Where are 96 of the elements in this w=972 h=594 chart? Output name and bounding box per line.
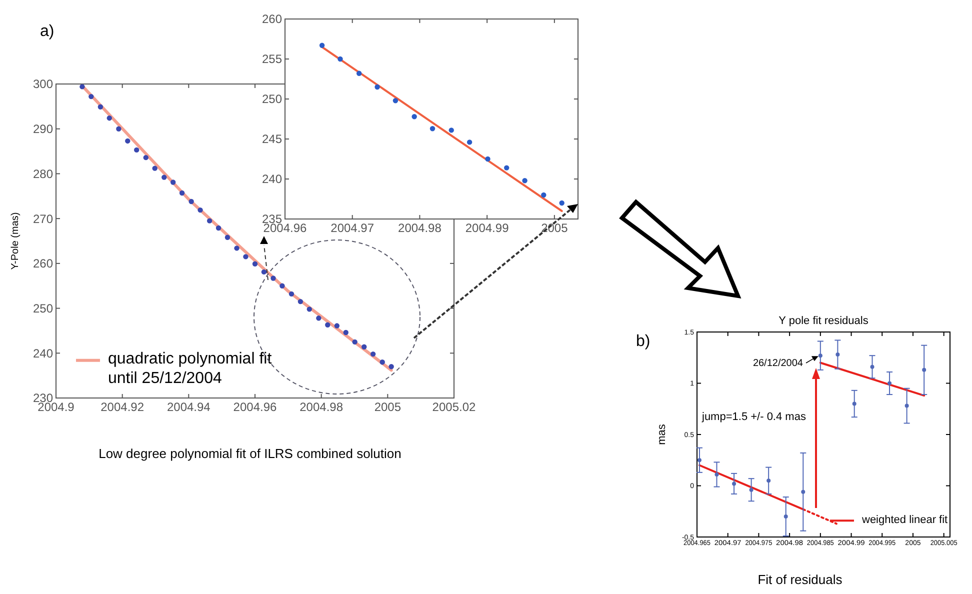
y-axis-title: Y-Pole (mas)	[10, 212, 21, 270]
point	[922, 368, 926, 372]
point	[374, 84, 380, 90]
y-tick-label: 270	[32, 212, 54, 226]
point	[234, 246, 240, 251]
line-series	[80, 84, 393, 372]
point	[448, 128, 454, 133]
x-tick-label: 2004.92	[100, 400, 144, 414]
x-tick-label: 2005.02	[432, 400, 476, 414]
y-tick-label: 240	[262, 172, 282, 186]
y-tick-label: 255	[262, 52, 282, 66]
point	[288, 291, 294, 297]
annotation: 26/12/2004	[752, 358, 804, 369]
point	[388, 364, 394, 370]
point	[116, 126, 122, 132]
point	[541, 192, 546, 198]
legend-label: quadratic polynomial fit until 25/12/2004	[108, 350, 272, 387]
x-tick-label: 2004.96	[233, 400, 278, 414]
point	[270, 276, 276, 281]
point	[380, 360, 385, 365]
x-tick-label: 2004.98	[300, 400, 344, 414]
point	[252, 261, 258, 266]
point	[98, 104, 104, 110]
point	[179, 190, 185, 196]
y-tick-label: 260	[262, 12, 282, 26]
point	[243, 254, 248, 260]
point	[818, 354, 822, 358]
point	[801, 490, 806, 494]
x-tick-label: 2004.99	[465, 221, 510, 235]
point	[188, 198, 194, 204]
point	[766, 478, 771, 483]
legend-label: weighted linear fit	[861, 514, 948, 526]
y-axis-title: mas	[656, 424, 668, 445]
point	[356, 70, 362, 76]
y-tick-label: 280	[32, 166, 54, 181]
text: Low degree polynomial fit of ILRS combined solution	[98, 446, 402, 461]
y-tick-label: 260	[32, 256, 54, 271]
point	[134, 147, 140, 153]
point	[224, 234, 230, 240]
point	[559, 200, 564, 206]
point	[714, 472, 719, 476]
point	[888, 381, 892, 386]
point	[852, 402, 856, 406]
point	[784, 514, 788, 518]
point	[170, 180, 176, 185]
point	[504, 165, 510, 170]
point	[392, 98, 398, 104]
point	[362, 344, 367, 350]
point	[316, 316, 322, 321]
point	[162, 174, 167, 180]
point	[749, 488, 754, 492]
point	[143, 154, 148, 160]
point	[80, 84, 85, 90]
point	[870, 364, 874, 369]
point	[152, 166, 158, 171]
x-tick-label: 2004.97	[330, 221, 374, 235]
y-tick-label: 300	[32, 77, 54, 92]
point	[338, 56, 343, 62]
point	[485, 156, 490, 162]
x-tick-label: 2004.94	[166, 400, 211, 414]
y-tick-label: 250	[262, 92, 282, 106]
point	[88, 94, 94, 100]
point	[198, 207, 203, 213]
point	[836, 352, 840, 357]
point	[216, 225, 222, 231]
text: a)	[40, 23, 54, 40]
chart-title: Y pole fit residuals	[778, 315, 869, 327]
point	[412, 114, 417, 120]
point	[106, 115, 112, 121]
x-tick-label: 2004.98	[398, 221, 442, 235]
point	[904, 404, 909, 408]
point	[343, 330, 348, 336]
point	[430, 126, 436, 132]
x-tick-label: 2005	[374, 400, 402, 414]
y-tick-label: 290	[32, 122, 54, 136]
point	[319, 42, 325, 48]
point	[298, 298, 304, 304]
point	[522, 178, 528, 184]
annotation: jump=1.5 +/- 0.4 mas	[701, 411, 806, 423]
point	[697, 458, 702, 462]
point	[261, 269, 267, 275]
point	[352, 339, 358, 345]
y-tick-label: 245	[262, 132, 282, 146]
text: b)	[636, 333, 650, 350]
point	[466, 140, 472, 145]
point	[334, 323, 340, 328]
point	[206, 218, 212, 224]
point	[280, 283, 285, 288]
point	[325, 322, 330, 328]
point	[125, 138, 130, 144]
y-tick-label: 250	[32, 301, 54, 316]
point	[306, 306, 312, 312]
point	[732, 482, 736, 486]
y-tick-label: 240	[32, 346, 54, 360]
text: Fit of residuals	[758, 572, 843, 587]
point	[370, 351, 376, 357]
